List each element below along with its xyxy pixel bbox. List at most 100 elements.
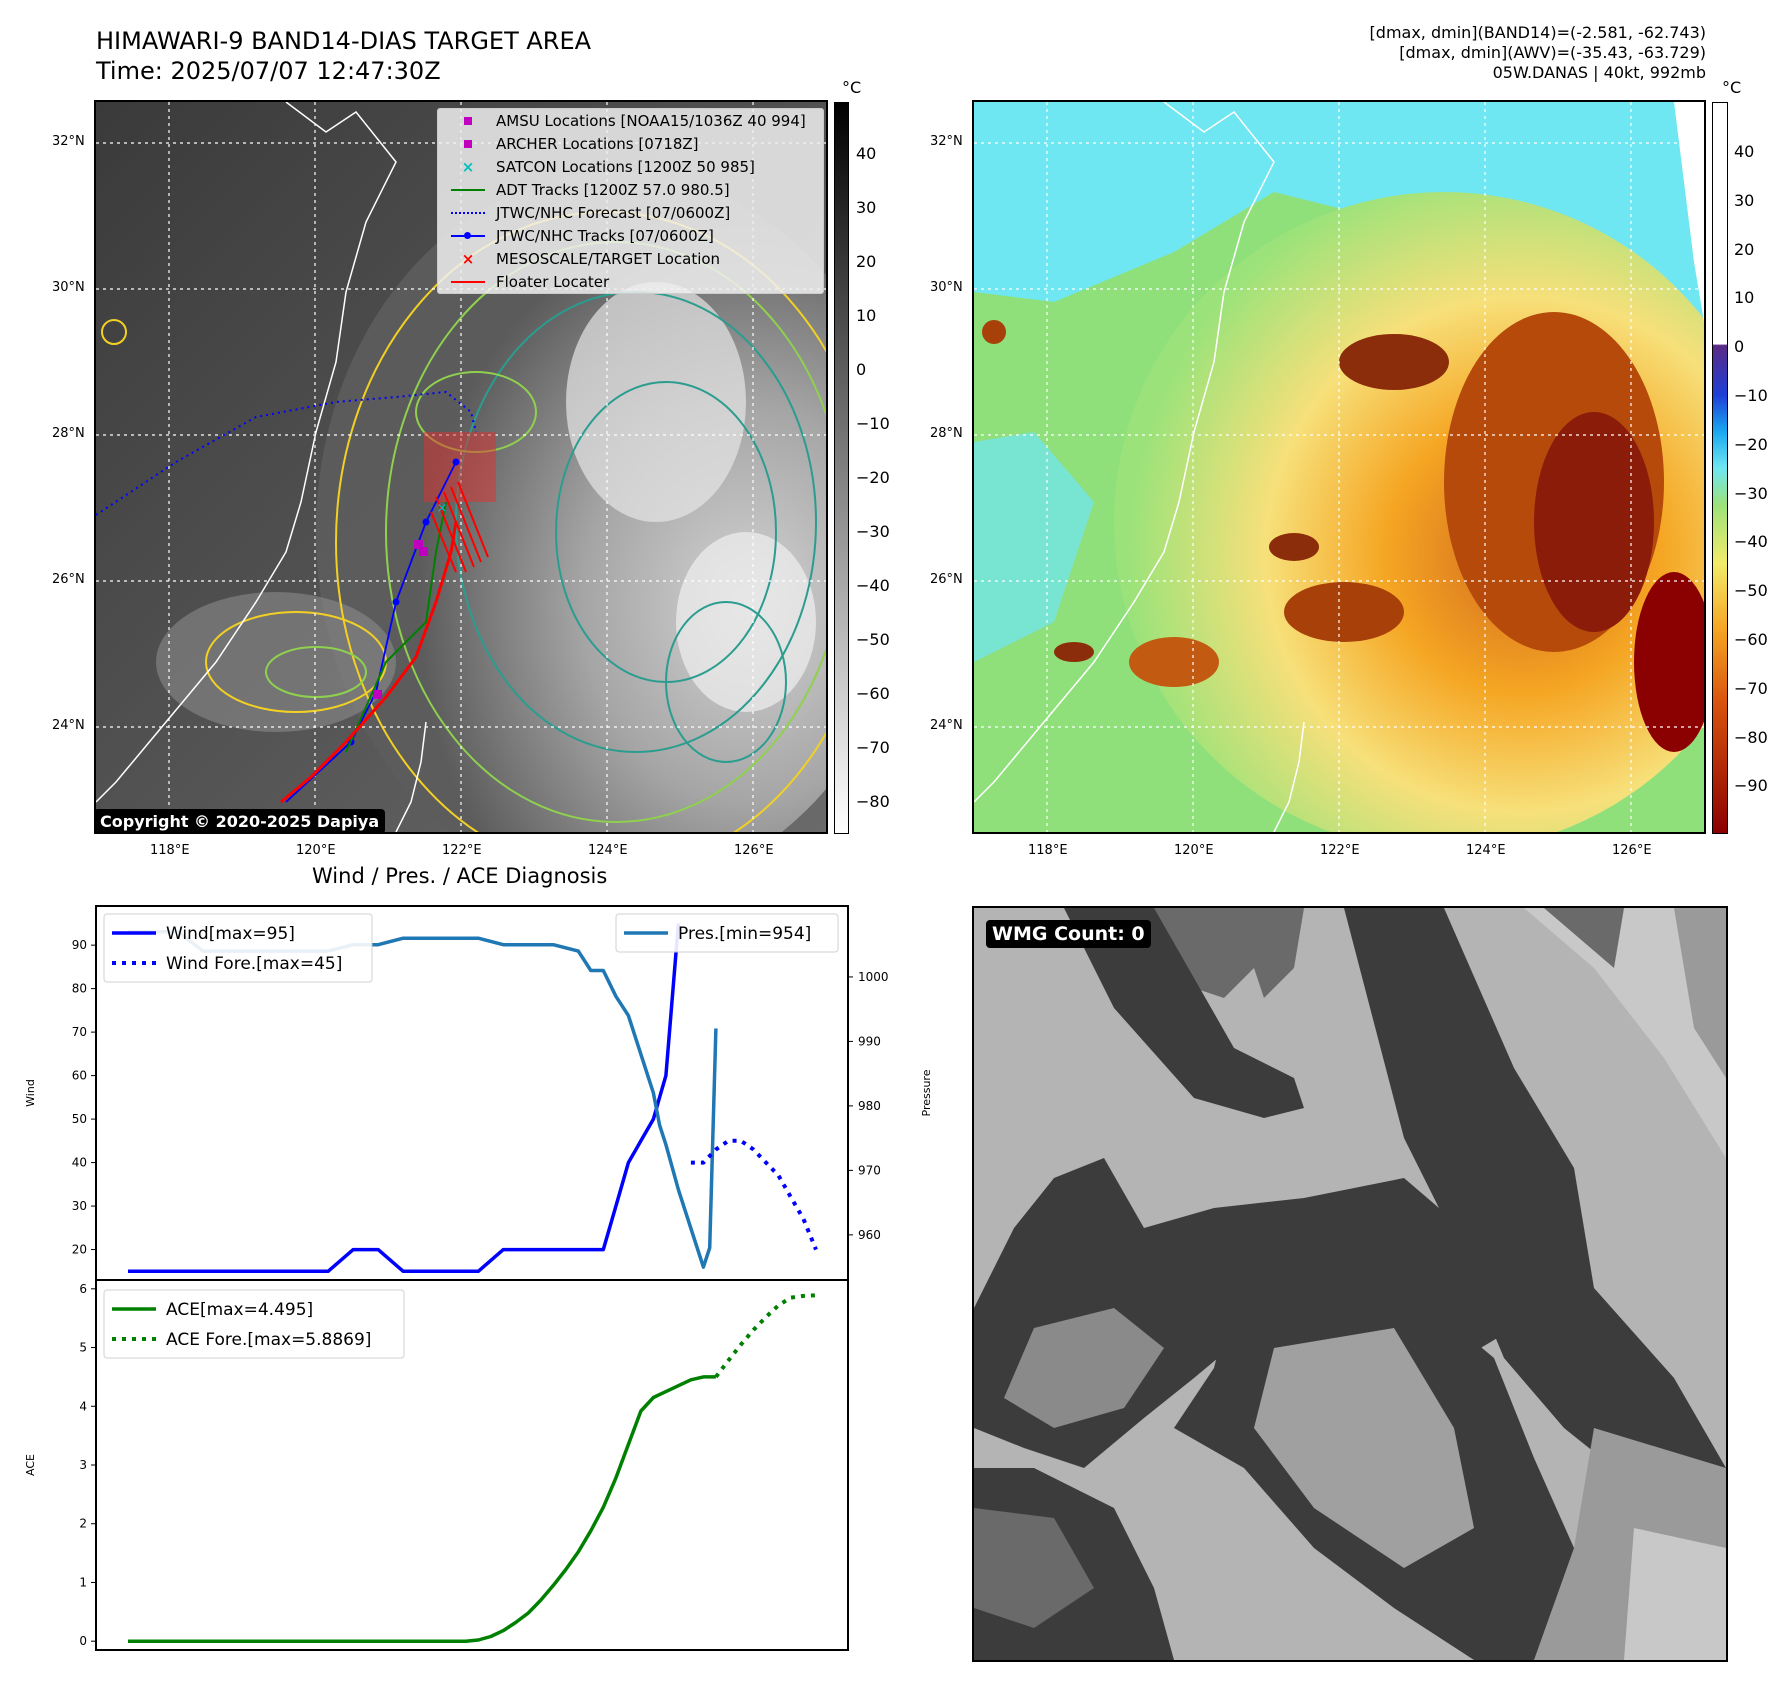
lat-tick: 26°N [52,572,85,587]
colorbar-tick: −30 [856,522,890,541]
legend-label: ADT Tracks [1200Z 57.0 980.5] [496,180,730,199]
lon-tick: 118°E [150,843,190,858]
square-marker-icon [446,114,490,128]
wind-legend [103,913,373,983]
y-tick-label: 4 [79,1399,87,1413]
colorbar-tick: −60 [1734,630,1768,649]
y-axis-label: Wind [24,1079,37,1107]
colorbar-tick: 10 [1734,288,1755,308]
colorbar-tick: 40 [856,144,877,163]
map-title-line1: HIMAWARI-9 BAND14-DIAS TARGET AREA [96,27,592,55]
lat-tick: 28°N [52,426,85,441]
wind-pressure-ace-chart: 20 30 40 50 60 70 80 90 Wind 0 1 2 3 4 5 6 ACE 960 970 980 9… [24,905,933,1651]
y-tick-label: 20 [72,1243,87,1257]
lon-tick: 122°E [442,843,482,858]
legend-label: ARCHER Locations [0718Z] [496,134,699,153]
right-tick-label: 970 [858,1163,881,1177]
y-tick-label: 2 [79,1517,87,1531]
colorbar-tick: −80 [856,792,890,811]
colorbar-tick: −10 [856,414,890,433]
legend-label: SATCON Locations [1200Z 50 985] [496,157,755,176]
ace-series-line [128,1375,716,1643]
colorbar-tick: −30 [1734,483,1768,503]
y-tick-label: 6 [79,1282,87,1296]
colorbar-unit: °C [1722,78,1742,97]
color-ir-map[interactable] [972,100,1706,834]
y-tick-label: 5 [79,1341,87,1355]
colorbar-tick: 30 [1734,190,1755,210]
colorbar-tick: −50 [1734,581,1768,601]
stats-line1: [dmax, dmin](BAND14)=(-2.581, -62.743) [1369,23,1706,42]
svg-text:×: × [437,501,448,516]
right-tick-label: 990 [858,1034,881,1048]
y-tick-label: 80 [72,982,87,996]
copyright-badge: Copyright © 2020-2025 Dapiya [96,809,386,832]
square-marker-icon [446,137,490,151]
color-colorbar [1712,102,1728,834]
lon-tick: 124°E [588,843,628,858]
lon-tick: 124°E [1466,843,1506,858]
wind-series-line [128,923,681,1274]
lon-tick: 126°E [734,843,774,858]
colorbar-tick: −10 [1734,386,1768,405]
map-legend: AMSU Locations [NOAA15/1036Z 40 994] ARC… [437,108,824,294]
legend-item-satcon: × SATCON Locations [1200Z 50 985] [438,155,823,178]
legend-item-archer: ARCHER Locations [0718Z] [438,132,823,155]
line-dot-icon [446,229,490,243]
lon-tick: 118°E [1028,843,1068,858]
colorbar-unit: °C [842,78,862,97]
legend-label: MESOSCALE/TARGET Location [496,249,721,268]
legend-item-jtwc-forecast: JTWC/NHC Forecast [07/0600Z] [438,201,823,224]
colorbar-tick: 0 [856,360,867,379]
legend-label: ACE Fore.[max=5.8869] [166,1330,371,1350]
legend-label: Pres.[min=954] [678,924,811,944]
legend-label: AMSU Locations [NOAA15/1036Z 40 994] [496,111,806,130]
ace-legend [103,1289,405,1359]
grayscale-ir-map[interactable]: × AMSU Locations [NOAA15/1036Z 40 994] A… [94,100,828,834]
lat-tick: 30°N [930,280,963,295]
legend-label: Floater Locater [496,272,610,291]
colorbar-tick: −70 [1734,678,1768,698]
lat-tick: 32°N [930,134,963,149]
stats-line2: [dmax, dmin](AWV)=(-35.43, -63.729) [1399,43,1706,62]
pressure-legend [615,913,839,953]
right-axis-label: Pressure [920,1069,933,1116]
ace-forecast-series-line [714,1293,817,1379]
y-tick-label: 0 [79,1634,87,1648]
lat-tick: 24°N [52,718,85,733]
colorbar-tick: 20 [1734,239,1755,259]
wmg-panel[interactable]: WMG Count: 0 [972,906,1728,1662]
grayscale-colorbar [834,102,849,834]
stats-line3: 05W.DANAS | 40kt, 992mb [1492,63,1706,82]
y-tick-label: 50 [72,1112,87,1126]
legend-label: Wind[max=95] [166,924,295,944]
colorbar-tick: −20 [1734,434,1768,454]
map-title-line2: Time: 2025/07/07 12:47:30Z [96,57,441,85]
colorbar-tick: −80 [1734,727,1768,747]
y-tick-label: 40 [72,1156,87,1170]
colorbar-tick: 0 [1734,337,1745,357]
lat-tick: 24°N [930,718,963,733]
legend-label: JTWC/NHC Forecast [07/0600Z] [496,203,731,222]
y-tick-label: 30 [72,1199,87,1213]
colorbar-tick: −40 [856,576,890,595]
x-marker-icon: × [461,157,475,176]
colorbar-tick: −50 [856,630,890,649]
colorbar-tick: −70 [856,738,890,757]
legend-label: Wind Fore.[max=45] [166,954,342,974]
colorbar-tick: −20 [856,468,890,487]
y-tick-label: 3 [79,1458,87,1472]
colorbar-tick: −40 [1734,532,1768,552]
lon-tick: 120°E [296,843,336,858]
y-axis-label: ACE [24,1454,37,1476]
line-icon [446,275,490,289]
line-icon [446,183,490,197]
right-tick-label: 960 [858,1228,881,1242]
y-tick-label: 70 [72,1025,87,1039]
legend-item-adt: ADT Tracks [1200Z 57.0 980.5] [438,178,823,201]
lat-tick: 26°N [930,572,963,587]
colorbar-tick: 10 [856,306,877,325]
colorbar-tick: −90 [1734,776,1768,796]
right-tick-label: 980 [858,1099,881,1113]
wmg-imagery [974,908,1726,1660]
